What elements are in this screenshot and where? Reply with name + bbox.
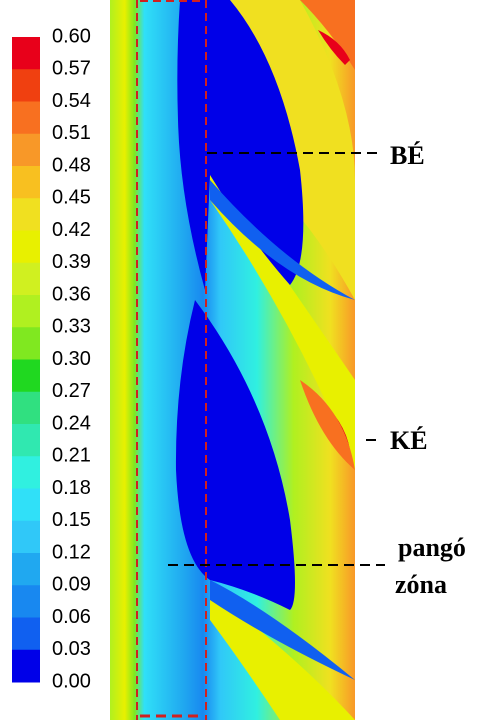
colorbar-label: 0.45 (52, 187, 91, 209)
colorbar-band (12, 133, 40, 167)
colorbar-label: 0.00 (52, 670, 91, 692)
colorbar-label: 0.57 (52, 58, 91, 80)
colorbar-band (12, 424, 40, 457)
colorbar-band (12, 617, 40, 651)
colorbar-label: 0.42 (52, 219, 91, 241)
colorbar: 0.60 0.57 0.54 0.51 0.48 0.45 0.42 0.39 0.36 0.33… (12, 25, 91, 692)
colorbar-label: 0.27 (52, 380, 91, 402)
colorbar-band (12, 585, 40, 618)
colorbar-band (12, 37, 40, 70)
colorbar-label: 0.06 (52, 606, 91, 628)
contour-field (110, 0, 355, 720)
colorbar-band (12, 327, 40, 360)
annotation-lines (168, 152, 385, 566)
colorbar-label: 0.09 (52, 574, 91, 596)
colorbar-band (12, 69, 40, 102)
colorbar-label: 0.60 (52, 25, 91, 47)
annotation: BÉ (390, 141, 425, 170)
colorbar-band (12, 198, 40, 231)
colorbar-band (12, 230, 40, 264)
colorbar-label: 0.24 (52, 412, 91, 434)
colorbar-label: 0.51 (52, 122, 91, 144)
colorbar-label: 0.39 (52, 251, 91, 273)
colorbar-band (12, 456, 40, 489)
colorbar-band (12, 391, 40, 425)
colorbar-band (12, 101, 40, 135)
colorbar-band (12, 359, 40, 393)
colorbar-label: 0.21 (52, 445, 91, 467)
annotation: zóna (395, 570, 447, 599)
colorbar-band (12, 166, 40, 199)
colorbar-label: 0.15 (52, 509, 91, 531)
colorbar-band (12, 295, 40, 328)
colorbar-label: 0.36 (52, 283, 91, 305)
colorbar-label: 0.30 (52, 348, 91, 370)
annotation: pangó (398, 533, 466, 562)
colorbar-band (12, 488, 40, 522)
colorbar-label: 0.03 (52, 638, 91, 660)
colorbar-label: 0.48 (52, 154, 91, 176)
colorbar-band (12, 649, 40, 683)
colorbar-label: 0.18 (52, 477, 91, 499)
colorbar-band (12, 262, 40, 296)
colorbar-label: 0.33 (52, 316, 91, 338)
colorbar-label: 0.54 (52, 90, 91, 112)
annotation: KÉ (390, 426, 428, 455)
colorbar-label: 0.12 (52, 541, 91, 563)
colorbar-band (12, 520, 40, 554)
colorbar-band (12, 553, 40, 586)
